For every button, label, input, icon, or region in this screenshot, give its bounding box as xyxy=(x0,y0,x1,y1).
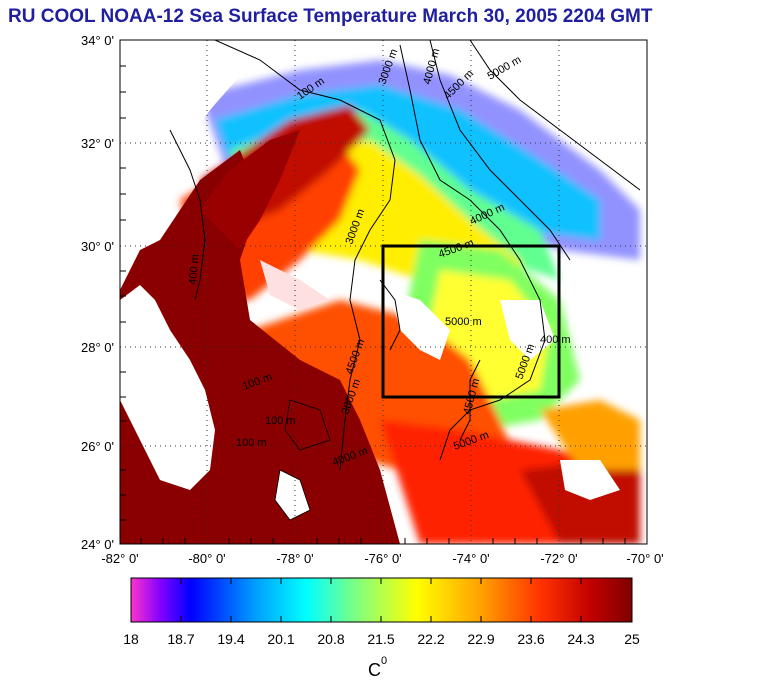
lat-label: 28° 0' xyxy=(81,340,114,355)
lat-label: 34° 0' xyxy=(81,33,114,48)
colorbar-tick: 22.9 xyxy=(467,631,494,647)
contour-label: 400 m xyxy=(540,334,571,346)
colorbar-gradient xyxy=(130,577,633,623)
map-border xyxy=(119,39,648,545)
bathymetry-contours xyxy=(169,40,641,471)
lat-label: 32° 0' xyxy=(81,136,114,151)
lat-label: 30° 0' xyxy=(81,239,114,254)
lon-label: -78° 0' xyxy=(276,551,313,566)
colorbar-tick: 20.8 xyxy=(317,631,344,647)
colorbar: 18 18.7 19.4 20.1 20.8 21.5 22.2 22.9 23… xyxy=(123,577,640,680)
graticule xyxy=(120,40,647,544)
lon-label: -80° 0' xyxy=(188,551,225,566)
contour-label: 100 m xyxy=(236,437,267,449)
colorbar-tick: 22.2 xyxy=(417,631,444,647)
colorbar-unit-superscript: 0 xyxy=(381,655,387,667)
lon-label: -70° 0' xyxy=(626,551,663,566)
lat-label: 26° 0' xyxy=(81,439,114,454)
lat-label: 24° 0' xyxy=(81,537,114,552)
colorbar-tick: 24.3 xyxy=(567,631,594,647)
latitude-labels: 34° 0' 32° 0' 30° 0' 28° 0' 26° 0' 24° 0… xyxy=(81,33,114,552)
axis-ticks xyxy=(120,65,626,544)
map-title: RU COOL NOAA-12 Sea Surface Temperature … xyxy=(8,6,653,27)
colorbar-tick: 25 xyxy=(624,631,640,647)
contour-label: 400 m xyxy=(187,254,202,286)
lon-label: -72° 0' xyxy=(540,551,577,566)
colorbar-tick: 23.6 xyxy=(517,631,544,647)
region-box xyxy=(381,244,561,399)
colorbar-tick: 18 xyxy=(123,631,139,647)
contour-label: 100 m xyxy=(265,415,296,427)
colorbar-unit: C xyxy=(368,660,381,680)
colorbar-tick: 20.1 xyxy=(267,631,294,647)
contour-label: 5000 m xyxy=(445,316,482,328)
colorbar-tick: 18.7 xyxy=(167,631,194,647)
longitude-labels: -82° 0' -80° 0' -78° 0' -76° 0' -74° 0' … xyxy=(101,551,663,566)
lon-label: -82° 0' xyxy=(101,551,138,566)
lon-label: -74° 0' xyxy=(452,551,489,566)
lon-label: -76° 0' xyxy=(364,551,401,566)
colorbar-tick: 21.5 xyxy=(367,631,394,647)
colorbar-tick: 19.4 xyxy=(217,631,244,647)
